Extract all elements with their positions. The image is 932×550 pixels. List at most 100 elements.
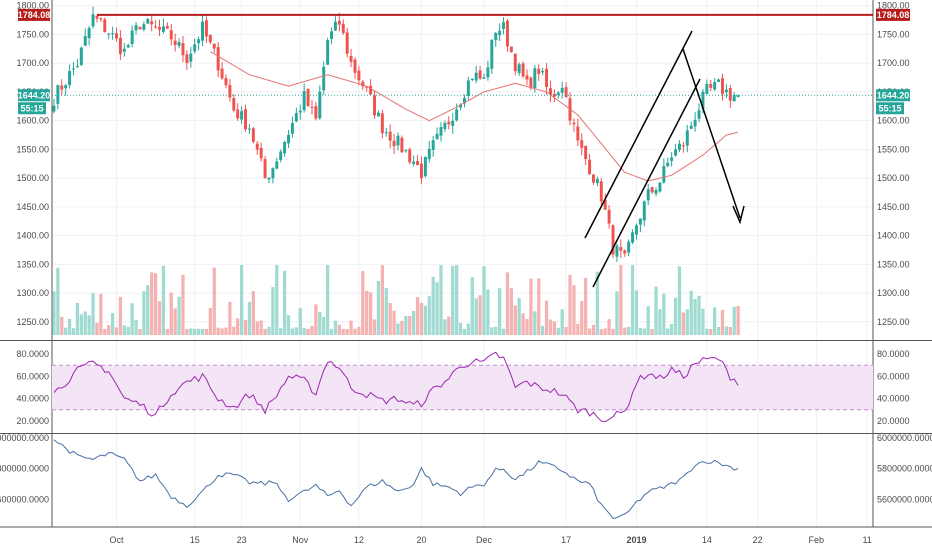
candle	[552, 89, 556, 102]
volume-bar	[181, 274, 185, 335]
candle	[224, 74, 228, 89]
channel-upper-line[interactable]	[584, 30, 693, 239]
candle-body	[177, 41, 181, 46]
candle	[79, 46, 83, 66]
volume-bar	[384, 287, 388, 335]
time-axis-label: 2019	[626, 535, 646, 545]
candle-body	[333, 21, 337, 31]
candle	[638, 218, 642, 233]
volume-bar	[623, 327, 627, 335]
volume-bar	[509, 288, 514, 335]
candle	[271, 167, 275, 184]
candle	[294, 107, 298, 123]
candle-body	[552, 93, 556, 97]
candle	[705, 79, 709, 95]
candle	[470, 78, 474, 82]
candle	[677, 140, 681, 153]
candle-body	[122, 48, 126, 52]
volume-bar	[165, 328, 169, 335]
candle	[169, 24, 173, 46]
candle	[60, 79, 64, 95]
volume-bar	[177, 296, 181, 335]
candle-body	[56, 85, 60, 104]
candle-body	[107, 33, 111, 35]
candle-body	[709, 83, 713, 88]
candle-body	[220, 68, 224, 79]
volume-bar	[411, 311, 416, 335]
volume-bar	[208, 308, 212, 335]
volume-bar	[220, 328, 224, 335]
candle	[99, 17, 103, 22]
candle-body	[173, 40, 177, 46]
volume-bar	[533, 311, 537, 335]
volume-bar	[627, 326, 631, 335]
candle-body	[556, 92, 560, 95]
candle-body	[91, 14, 95, 27]
obv-tick-right: 6000000.0000	[877, 433, 932, 443]
volume-bar	[161, 265, 166, 335]
time-axis-label: 11	[862, 535, 871, 545]
candle-body	[349, 55, 353, 62]
candle-body	[447, 121, 451, 125]
channel-lower-line[interactable]	[592, 78, 701, 288]
candle	[232, 94, 236, 113]
time-axis-label: 23	[237, 535, 247, 545]
volume-bar	[548, 319, 553, 335]
volume-bar	[572, 285, 576, 335]
volume-bar	[169, 292, 173, 335]
candle-body	[603, 199, 607, 210]
candle-body	[736, 95, 740, 97]
price-tick-left: 1700.00	[16, 58, 49, 68]
volume-bar	[576, 323, 580, 335]
volume-bar	[376, 280, 381, 335]
volume-bar	[345, 328, 349, 335]
candle-body	[150, 21, 154, 25]
volume-bar	[365, 290, 369, 335]
candle-body	[314, 106, 318, 119]
candle-body	[247, 128, 251, 130]
candle-body	[75, 65, 79, 67]
candle-body	[365, 86, 369, 88]
price-tick-right: 1350.00	[877, 259, 910, 269]
candle	[466, 76, 470, 101]
volume-bar	[107, 325, 111, 335]
projection-arrow-line[interactable]	[682, 48, 741, 219]
volume-bar	[251, 291, 255, 335]
last-price-tag-right-bg	[876, 89, 910, 102]
last-price-tag-right: 1644.20	[876, 89, 910, 102]
channel-drawing[interactable]	[584, 30, 745, 288]
candle-body	[412, 161, 416, 164]
resistance-tag-left-bg	[18, 8, 50, 21]
volume-bar	[595, 271, 600, 335]
volume-bar	[529, 278, 533, 335]
time-axis-label: 17	[561, 535, 571, 545]
candle	[240, 106, 244, 124]
volume-bar	[427, 296, 431, 335]
resistance-tag-right-label: 1784.08	[877, 10, 910, 20]
candle	[244, 104, 248, 132]
volume-bar	[435, 282, 439, 335]
candle	[212, 43, 216, 54]
volume-bar	[290, 328, 295, 335]
time-axis-label: 22	[753, 535, 763, 545]
volume-bar	[134, 319, 138, 335]
rsi-tick-right: 40.0000	[877, 394, 910, 404]
candle	[681, 142, 685, 153]
candle	[189, 46, 193, 68]
candle-body	[615, 245, 619, 257]
candle-body	[361, 81, 365, 87]
volume-bar	[439, 265, 443, 335]
candle	[220, 62, 224, 81]
volume-bar	[599, 329, 603, 335]
volume-bar	[341, 328, 345, 335]
volume-bar	[666, 328, 670, 335]
candle	[204, 16, 208, 43]
candle-body	[208, 34, 212, 43]
time-axis-label: 14	[702, 535, 712, 545]
candle-body	[439, 127, 443, 136]
candle	[357, 66, 361, 86]
candle-body	[83, 36, 87, 46]
volume-bar	[310, 325, 314, 335]
volume-bar	[713, 307, 717, 335]
